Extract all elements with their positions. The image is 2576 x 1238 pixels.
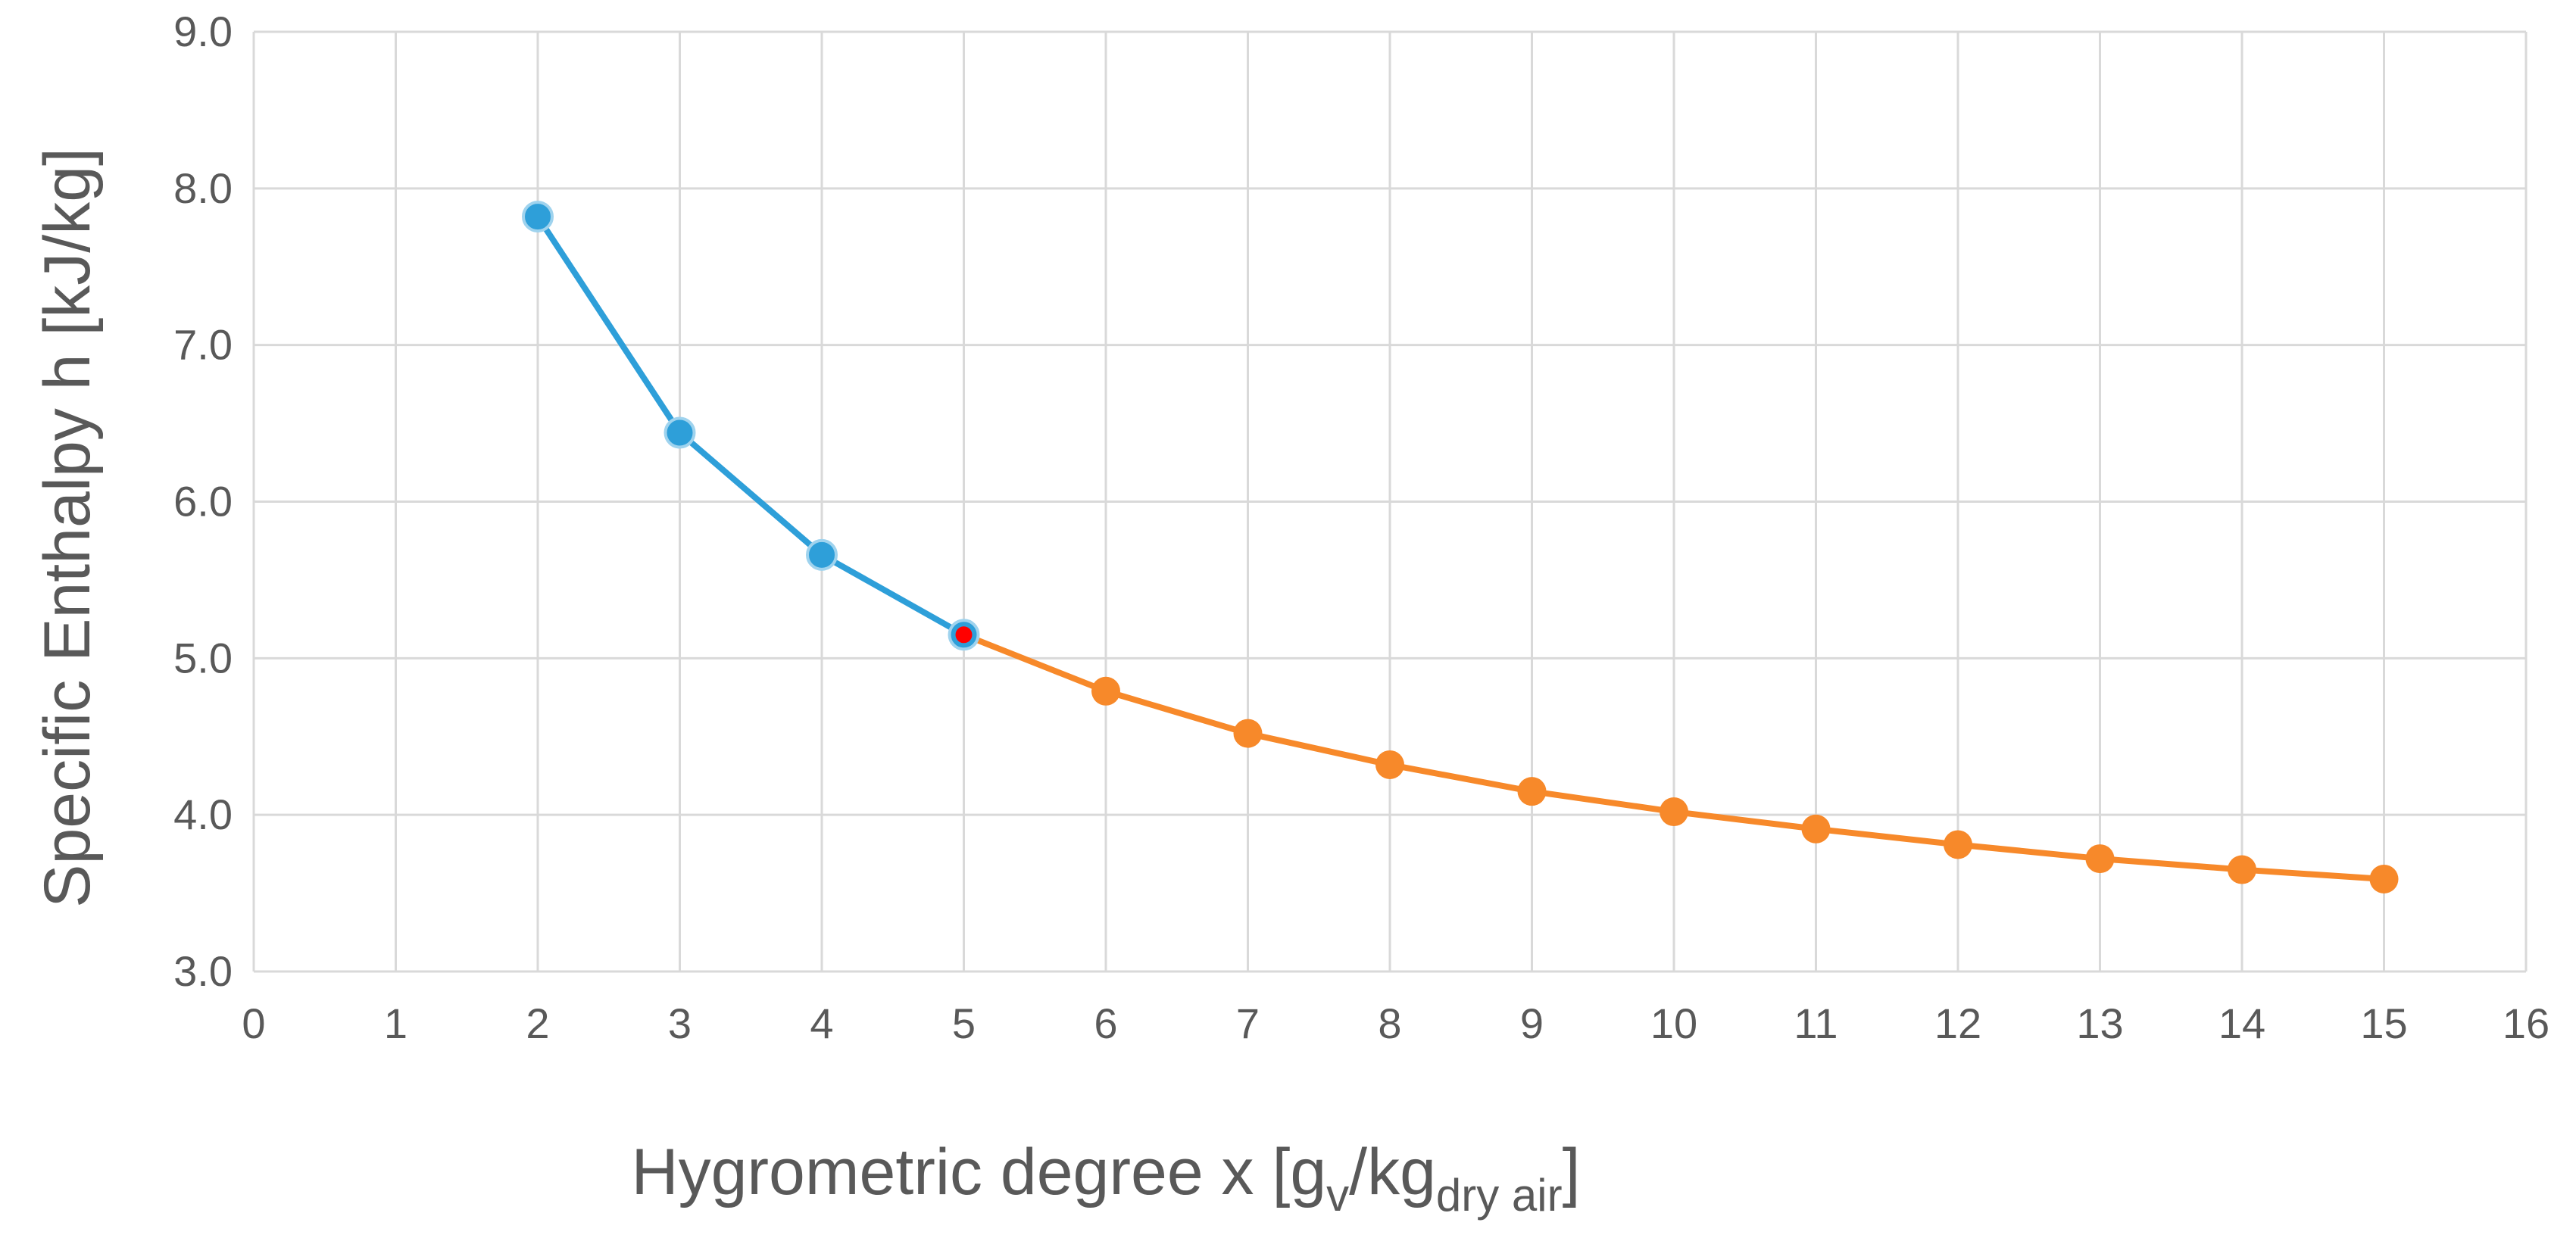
x-tick-label: 14: [2218, 999, 2265, 1047]
x-tick-label: 16: [2503, 999, 2549, 1047]
y-tick-label: 6.0: [173, 478, 233, 525]
x-tick-label: 6: [1094, 999, 1117, 1047]
x-axis-title-mid: /kg: [1349, 1136, 1436, 1208]
data-point: [1801, 814, 1831, 844]
x-tick-label: 8: [1378, 999, 1401, 1047]
data-point: [1233, 719, 1263, 748]
x-tick-label: 3: [668, 999, 692, 1047]
data-point: [1944, 830, 1972, 859]
series-1: [949, 620, 2399, 893]
x-axis-title-main: Hygrometric degree x [g: [631, 1136, 1326, 1208]
data-point: [806, 538, 838, 571]
y-tick-label: 8.0: [173, 164, 233, 212]
x-tick-label: 5: [952, 999, 976, 1047]
y-tick-label: 3.0: [173, 947, 233, 995]
x-tick-label: 9: [1520, 999, 1544, 1047]
y-axis-title: Specific Enthalpy h [kJ/kg]: [31, 148, 104, 908]
data-point: [664, 416, 696, 449]
data-point: [1660, 797, 1688, 827]
x-tick-label: 2: [526, 999, 549, 1047]
x-tick-labels: 0 1 2 3 4 5 6 7 8 9 10 11 12 13 14 15 16: [242, 999, 2549, 1047]
data-point: [2369, 864, 2399, 893]
highlight-point: [955, 626, 973, 644]
x-tick-label: 1: [384, 999, 407, 1047]
x-tick-label: 4: [810, 999, 833, 1047]
x-tick-label: 12: [1934, 999, 1981, 1047]
x-axis-title: Hygrometric degree x [gv/kgdry air]: [631, 1136, 1580, 1221]
data-point: [1091, 676, 1120, 706]
data-point: [1517, 777, 1547, 806]
series-line: [535, 214, 967, 638]
series-0: [522, 201, 980, 651]
x-tick-label: 11: [1794, 999, 1838, 1047]
x-axis-title-sub-dry-air: dry air: [1436, 1170, 1563, 1221]
data-point: [2085, 844, 2115, 874]
y-tick-label: 4.0: [173, 791, 233, 838]
data-point: [1375, 750, 1404, 779]
x-tick-label: 0: [242, 999, 265, 1047]
y-tick-label: 7.0: [173, 321, 233, 369]
x-tick-label: 7: [1236, 999, 1260, 1047]
data-point: [522, 201, 554, 233]
x-axis-title-sub-vapor: v: [1326, 1170, 1349, 1221]
x-tick-label: 15: [2360, 999, 2407, 1047]
y-tick-label: 5.0: [173, 634, 233, 681]
x-tick-label: 13: [2076, 999, 2123, 1047]
y-tick-label: 9.0: [173, 8, 233, 55]
x-tick-label: 10: [1650, 999, 1697, 1047]
series-layer: [522, 201, 2399, 893]
x-axis-title-end: ]: [1563, 1136, 1581, 1208]
grid: [252, 30, 2528, 973]
y-tick-labels: 3.0 4.0 5.0 6.0 7.0 8.0 9.0: [173, 8, 233, 995]
data-point: [2228, 855, 2256, 884]
